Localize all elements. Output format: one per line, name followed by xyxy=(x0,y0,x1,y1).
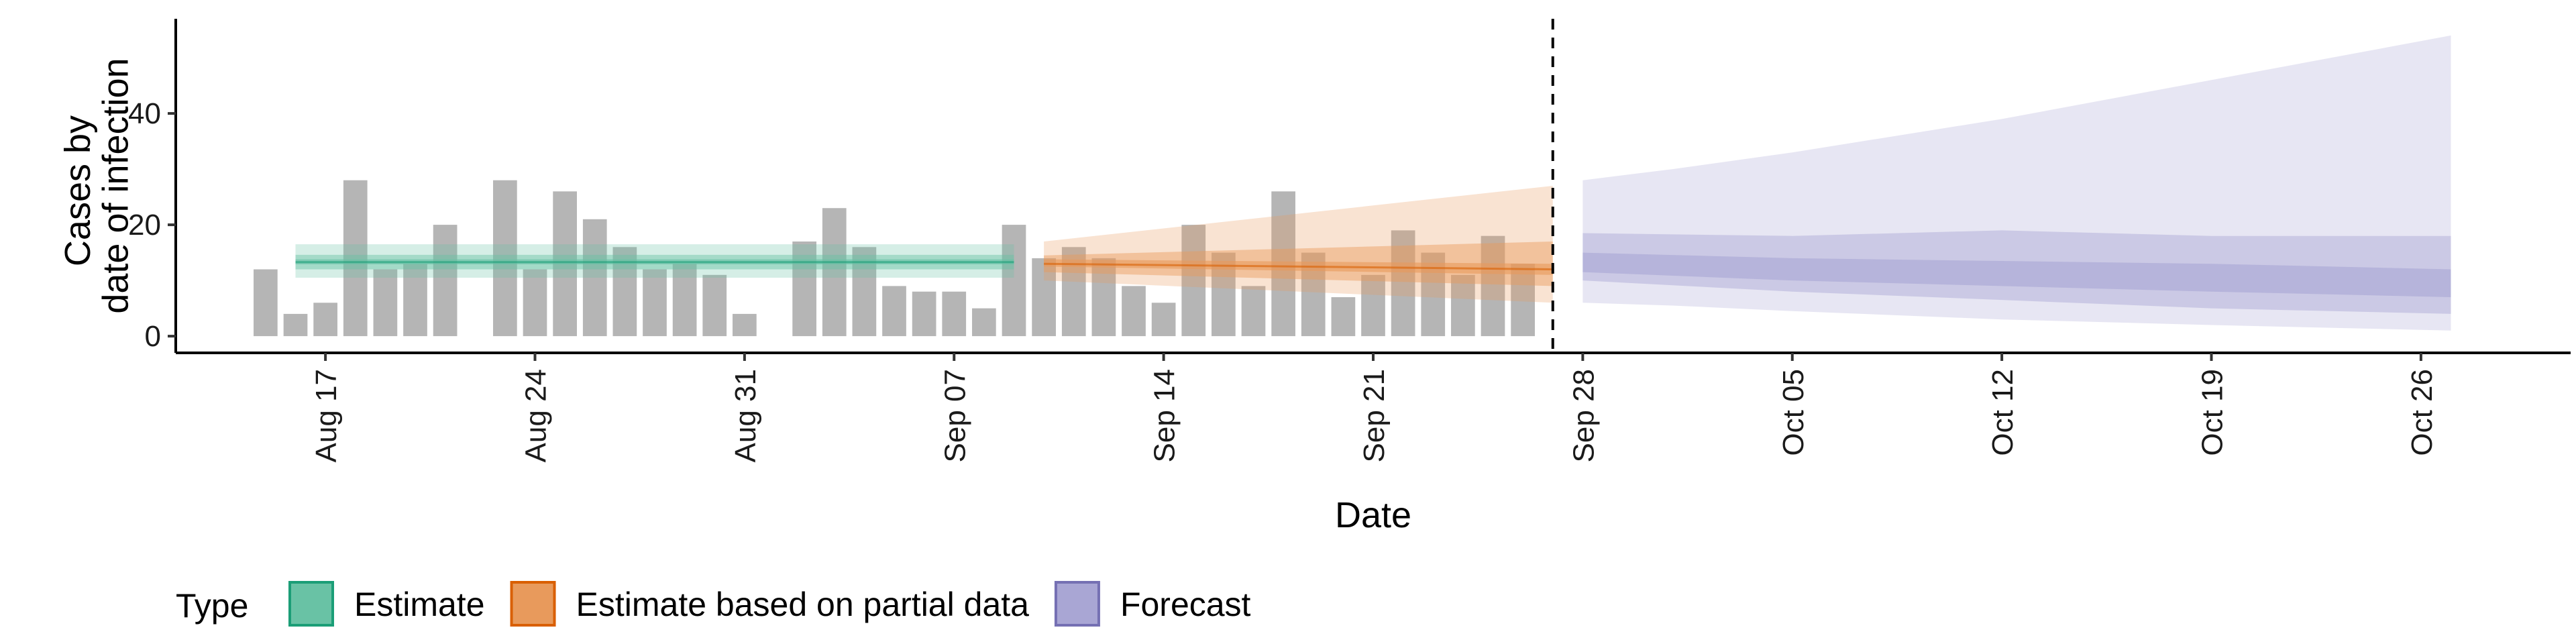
bar xyxy=(972,308,996,337)
y-tick-label: 20 xyxy=(128,209,161,241)
x-tick-label: Sep 14 xyxy=(1148,369,1181,462)
bar xyxy=(702,274,727,337)
plot-area xyxy=(254,19,2451,353)
bar xyxy=(1391,230,1415,337)
bar xyxy=(254,269,278,337)
x-ticks: Aug 17 Aug 24 Aug 31 Sep 07 Sep 14 Sep 21 Sep … xyxy=(310,353,2438,462)
legend-label: Estimate based on partial data xyxy=(576,586,1030,623)
bar xyxy=(582,219,607,337)
bar xyxy=(403,264,427,337)
bar xyxy=(822,208,847,337)
median-line xyxy=(1044,262,1553,270)
y-tick-label: 0 xyxy=(145,320,161,353)
ribbon-band xyxy=(1044,186,1553,303)
bar xyxy=(493,180,517,337)
bar xyxy=(643,269,667,337)
x-tick-label: Oct 12 xyxy=(1986,369,2019,456)
x-tick-label: Sep 07 xyxy=(938,369,971,462)
x-tick-label: Oct 19 xyxy=(2196,369,2229,456)
axes: 0 20 40 Aug 17 Aug 24 Aug 31 Sep 07 Sep 14 Sep … xyxy=(128,19,2571,462)
x-tick-label: Aug 17 xyxy=(310,369,343,462)
bar xyxy=(1181,225,1206,337)
bar xyxy=(1151,303,1176,337)
legend-title: Type xyxy=(176,587,248,625)
y-axis-title: Cases by date of infection xyxy=(58,58,136,313)
bar xyxy=(1241,286,1266,337)
bar xyxy=(523,269,547,337)
bar xyxy=(283,313,308,337)
bar xyxy=(343,180,368,337)
y-axis-title-line-1: Cases by xyxy=(58,115,98,266)
bar xyxy=(1002,225,1026,337)
bar xyxy=(912,291,936,337)
x-tick-label: Sep 21 xyxy=(1358,369,1391,462)
legend-label: Estimate xyxy=(354,586,485,623)
bar xyxy=(942,291,967,337)
legend-key xyxy=(1054,581,1100,627)
bar xyxy=(1122,286,1146,337)
bar xyxy=(1361,274,1385,337)
y-ticks: 0 20 40 xyxy=(128,97,176,353)
x-tick-label: Oct 26 xyxy=(2406,369,2438,456)
bar xyxy=(733,313,757,337)
bar xyxy=(1481,235,1505,337)
y-tick-label: 40 xyxy=(128,97,161,130)
x-tick-label: Oct 05 xyxy=(1777,369,1810,456)
x-axis-title: Date xyxy=(1335,495,1411,535)
bar xyxy=(373,269,398,337)
legend-key xyxy=(510,581,556,627)
bar xyxy=(1511,264,1535,337)
bars-layer xyxy=(254,180,1535,337)
bar xyxy=(1032,258,1056,337)
y-axis-title-line-2: date of infection xyxy=(96,58,136,313)
x-tick-label: Aug 31 xyxy=(729,369,762,462)
bar xyxy=(672,264,697,337)
bar xyxy=(1451,274,1475,337)
legend-key xyxy=(288,581,334,627)
bar xyxy=(1091,258,1116,337)
ribbon-band xyxy=(1582,35,2451,331)
bar xyxy=(882,286,906,337)
bar xyxy=(433,225,458,337)
legend-label: Forecast xyxy=(1120,586,1251,623)
x-tick-label: Aug 24 xyxy=(520,369,553,462)
ribbon-band xyxy=(1582,252,2451,297)
x-tick-label: Sep 28 xyxy=(1567,369,1600,462)
bar xyxy=(792,241,816,337)
bar xyxy=(313,303,337,337)
legend: Type Estimate Estimate based on partial d… xyxy=(176,581,1251,627)
bar xyxy=(1331,297,1356,337)
ribbons-layer xyxy=(295,35,2451,331)
